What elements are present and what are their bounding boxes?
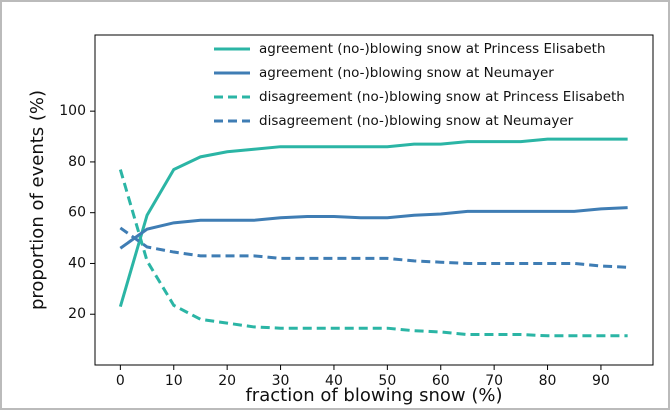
x-tick-label: 40 (325, 373, 343, 389)
legend-label: disagreement (no-)blowing snow at Neumay… (259, 113, 574, 129)
y-tick-label: 100 (59, 103, 86, 119)
y-tick-label: 40 (68, 255, 86, 271)
y-tick-label: 80 (68, 154, 86, 170)
x-tick-label: 20 (218, 373, 236, 389)
x-tick-label: 50 (378, 373, 396, 389)
x-tick-label: 80 (539, 373, 557, 389)
series-line (118, 137, 628, 308)
x-tick-label: 30 (272, 373, 290, 389)
x-tick-label: 60 (432, 373, 450, 389)
x-tick-label: 10 (165, 373, 183, 389)
y-axis-label: proportion of events (%) (27, 90, 48, 310)
x-tick-label: 0 (116, 373, 125, 389)
x-tick-label: 90 (592, 373, 610, 389)
legend-label: disagreement (no-)blowing snow at Prince… (259, 89, 625, 105)
series-line (119, 226, 628, 269)
y-tick-label: 60 (68, 205, 86, 221)
plot-area (94, 34, 654, 366)
series-line (118, 169, 628, 338)
legend-label: agreement (no-)blowing snow at Neumayer (259, 65, 554, 81)
x-axis-label: fraction of blowing snow (%) (245, 385, 502, 406)
y-tick-label: 20 (68, 306, 86, 322)
legend-label: agreement (no-)blowing snow at Princess … (259, 41, 606, 57)
x-tick-label: 70 (485, 373, 503, 389)
series-line (119, 206, 628, 250)
